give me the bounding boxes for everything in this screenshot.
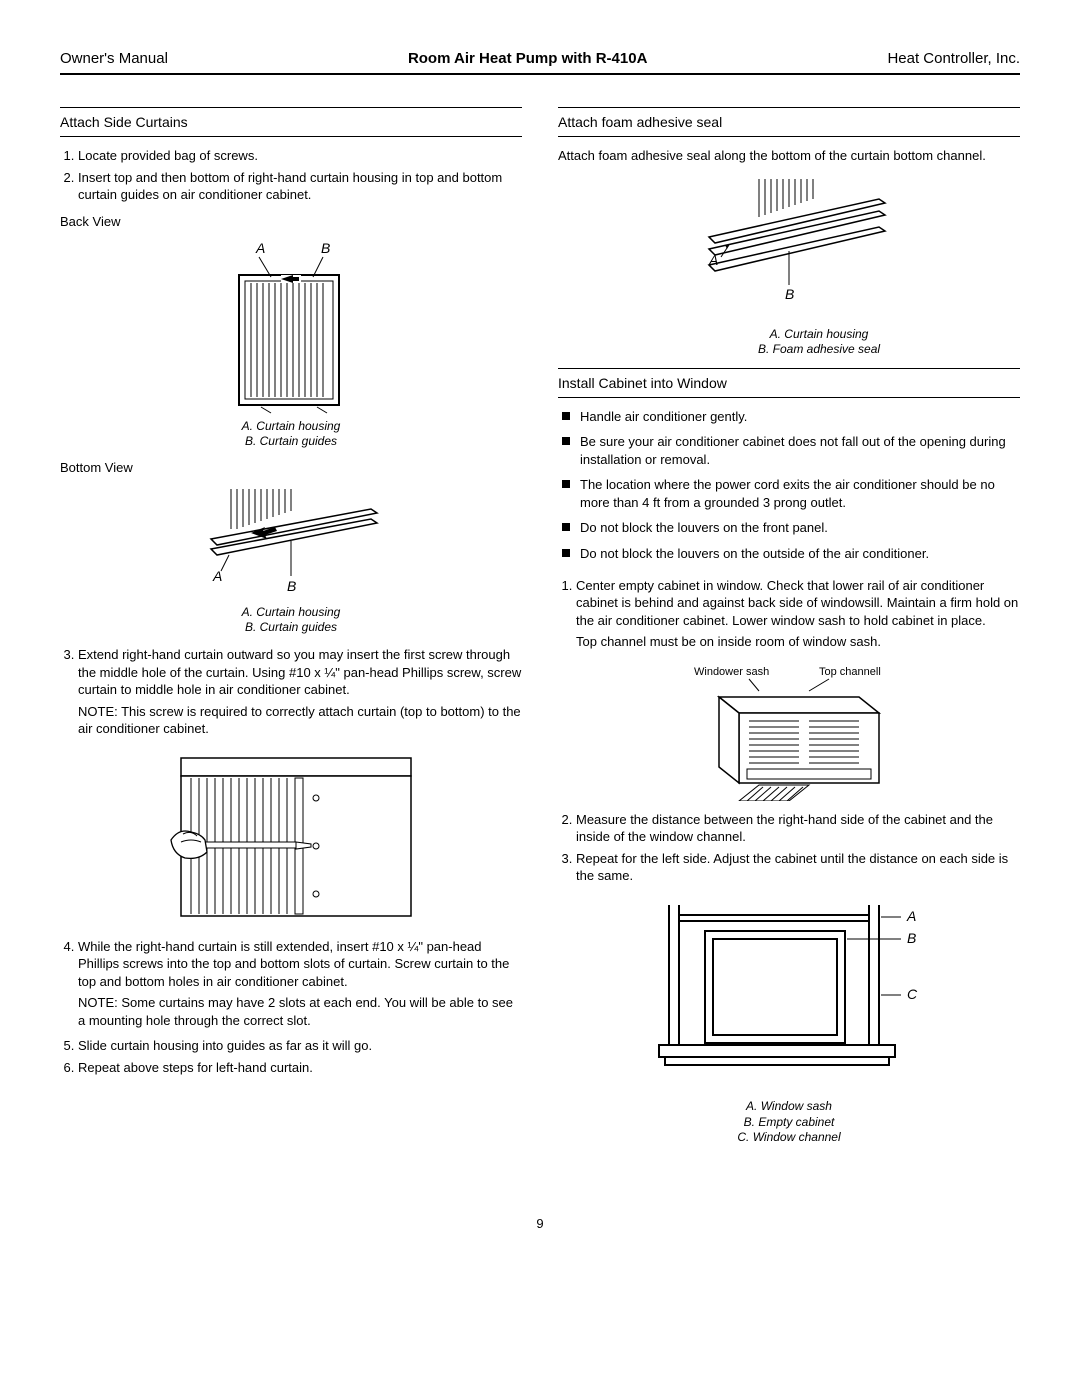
fig1-label-b: B — [321, 240, 330, 256]
bullet-5: Do not block the louvers on the outside … — [558, 545, 1020, 563]
install-bullets: Handle air conditioner gently. Be sure y… — [558, 408, 1020, 563]
bottom-view-figure: A B A. Curtain housing B. Curtain guides — [60, 481, 522, 636]
section-install-cabinet: Install Cabinet into Window — [558, 368, 1020, 398]
step-2: Insert top and then bottom of right-hand… — [78, 169, 522, 204]
content-columns: Attach Side Curtains Locate provided bag… — [60, 99, 1020, 1156]
curtain-steps-4-6: While the right-hand curtain is still ex… — [78, 938, 522, 1077]
fig2-caption: A. Curtain housing B. Curtain guides — [60, 605, 522, 636]
step-6: Repeat above steps for left-hand curtain… — [78, 1059, 522, 1077]
section-foam-seal: Attach foam adhesive seal — [558, 107, 1020, 137]
install-step-1-extra: Top channel must be on inside room of wi… — [576, 633, 1020, 651]
section-attach-side-curtains: Attach Side Curtains — [60, 107, 522, 137]
bullet-1: Handle air conditioner gently. — [558, 408, 1020, 426]
header-center: Room Air Heat Pump with R-410A — [408, 50, 647, 67]
step-4: While the right-hand curtain is still ex… — [78, 938, 522, 1030]
svg-text:A: A — [708, 252, 718, 268]
svg-text:B: B — [907, 930, 916, 946]
fig1-label-a: A — [255, 240, 265, 256]
bottom-view-label: Bottom View — [60, 460, 522, 475]
fig1-caption: A. Curtain housing B. Curtain guides — [60, 419, 522, 450]
fig3-caption: A. Curtain housing B. Foam adhesive seal — [558, 327, 1020, 358]
step-4-note: NOTE: Some curtains may have 2 slots at … — [78, 994, 522, 1029]
bullet-2: Be sure your air conditioner cabinet doe… — [558, 433, 1020, 468]
foam-seal-text: Attach foam adhesive seal along the bott… — [558, 147, 1020, 165]
step-3-note: NOTE: This screw is required to correctl… — [78, 703, 522, 738]
back-view-figure: A B — [60, 235, 522, 450]
right-column: Attach foam adhesive seal Attach foam ad… — [558, 99, 1020, 1156]
page-header: Owner's Manual Room Air Heat Pump with R… — [60, 50, 1020, 75]
header-right: Heat Controller, Inc. — [887, 50, 1020, 67]
back-view-label: Back View — [60, 214, 522, 229]
page-number: 9 — [60, 1216, 1020, 1231]
bullet-3: The location where the power cord exits … — [558, 476, 1020, 511]
foam-seal-figure: A B A. Curtain housing B. Foam adhesive … — [558, 173, 1020, 358]
svg-text:C: C — [907, 986, 918, 1002]
svg-text:Top channell: Top channell — [819, 666, 881, 678]
install-steps: Center empty cabinet in window. Check th… — [576, 577, 1020, 651]
install-step-1: Center empty cabinet in window. Check th… — [576, 577, 1020, 651]
left-column: Attach Side Curtains Locate provided bag… — [60, 99, 522, 1156]
step-3: Extend right-hand curtain outward so you… — [78, 646, 522, 738]
window-channel-figure: A B C A. Window sash B. Empty cabinet C.… — [558, 895, 1020, 1146]
curtain-steps-1-2: Locate provided bag of screws. Insert to… — [78, 147, 522, 204]
window-sash-figure: Windower sash Top channell — [558, 661, 1020, 801]
svg-text:A: A — [212, 568, 222, 584]
svg-text:A: A — [906, 908, 916, 924]
header-left: Owner's Manual — [60, 50, 168, 67]
install-step-3: Repeat for the left side. Adjust the cab… — [576, 850, 1020, 885]
step-1: Locate provided bag of screws. — [78, 147, 522, 165]
curtain-steps-3: Extend right-hand curtain outward so you… — [78, 646, 522, 738]
bullet-4: Do not block the louvers on the front pa… — [558, 519, 1020, 537]
svg-text:Windower sash: Windower sash — [694, 666, 769, 678]
install-step-2: Measure the distance between the right-h… — [576, 811, 1020, 846]
screw-figure — [60, 748, 522, 928]
fig5-caption: A. Window sash B. Empty cabinet C. Windo… — [558, 1099, 1020, 1146]
svg-text:B: B — [785, 286, 794, 302]
step-5: Slide curtain housing into guides as far… — [78, 1037, 522, 1055]
install-steps-2-3: Measure the distance between the right-h… — [576, 811, 1020, 885]
svg-text:B: B — [287, 578, 296, 594]
